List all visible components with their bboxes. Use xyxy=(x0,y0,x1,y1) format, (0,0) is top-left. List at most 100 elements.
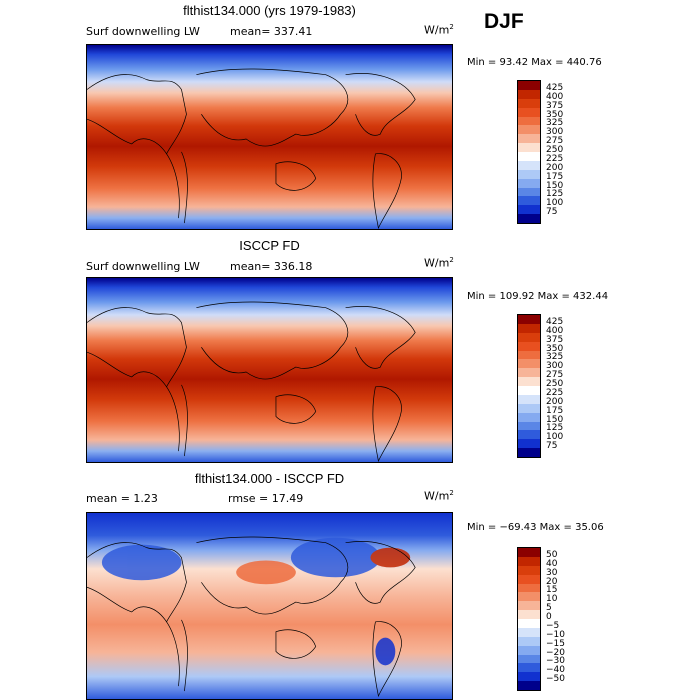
panel2-colorbar-tick-label: 375 xyxy=(546,334,564,345)
panel3-colorbar-tick-label: 15 xyxy=(546,585,558,596)
panel2-colorbar-swatch xyxy=(518,421,540,431)
panel3-colorbar-tick-label: 50 xyxy=(546,549,558,560)
panel1-colorbar-tick-label: 325 xyxy=(546,118,564,129)
panel1-colorbar-swatch xyxy=(518,187,540,197)
panel2-colorbar-tick-label: 225 xyxy=(546,387,564,398)
panel3-colorbar-tick-label: 5 xyxy=(546,603,552,614)
panel3-colorbar-swatch xyxy=(518,627,540,637)
panel1-colorbar-swatch xyxy=(518,125,540,135)
panel2-map xyxy=(86,277,453,463)
panel1-colorbar-swatch xyxy=(518,169,540,179)
panel3-colorbar-swatch xyxy=(518,574,540,584)
panel1-colorbar-swatch xyxy=(518,214,540,223)
panel1-colorbar-swatch xyxy=(518,116,540,126)
panel2-variable-label: Surf downwelling LW xyxy=(86,260,200,273)
panel1-colorbar-tick-label: 150 xyxy=(546,180,564,191)
panel1-map-svg xyxy=(87,45,452,229)
panel3-colorbar-tick-label: −50 xyxy=(546,674,565,685)
panel1-colorbar-tick-label: 200 xyxy=(546,162,564,173)
panel2-colorbar-tick-label: 425 xyxy=(546,316,564,327)
panel1-colorbar-swatch xyxy=(518,107,540,117)
panel1-colorbar-tick-label: 75 xyxy=(546,207,558,218)
panel1-colorbar-swatch xyxy=(518,134,540,144)
season-label: DJF xyxy=(484,10,524,33)
panel3-colorbar-tick-label: −40 xyxy=(546,665,565,676)
panel1-colorbar-swatch xyxy=(518,81,540,90)
panel2-colorbar-tick-label: 200 xyxy=(546,396,564,407)
panel3-colorbar-tick-label: 20 xyxy=(546,576,558,587)
panel2-colorbar-swatch xyxy=(518,403,540,413)
panel1-colorbar xyxy=(517,80,541,224)
panel2-minmax: Min = 109.92 Max = 432.44 xyxy=(467,291,609,302)
panel1-colorbar-swatch xyxy=(518,98,540,108)
panel1-colorbar-swatch xyxy=(518,143,540,152)
panel3-colorbar-swatch xyxy=(518,654,540,664)
panel3-title: flthist134.000 - ISCCP FD xyxy=(194,471,345,486)
panel2-colorbar-swatch xyxy=(518,368,540,378)
panel3-units: W/m2 xyxy=(424,489,454,503)
panel3-colorbar-swatch xyxy=(518,583,540,593)
panel2-colorbar-swatch xyxy=(518,377,540,386)
panel1-colorbar-swatch xyxy=(518,205,540,215)
panel1-colorbar-tick-label: 100 xyxy=(546,198,564,209)
panel3-colorbar-swatch xyxy=(518,592,540,602)
panel2-colorbar-tick-label: 175 xyxy=(546,405,564,416)
panel2-units: W/m2 xyxy=(424,256,454,270)
panel1-colorbar-tick-label: 275 xyxy=(546,136,564,147)
panel3-colorbar-swatch xyxy=(518,636,540,646)
panel2-colorbar-tick-label: 300 xyxy=(546,361,564,372)
panel2-colorbar xyxy=(517,314,541,458)
panel3-colorbar-swatch xyxy=(518,548,540,557)
panel3-colorbar-tick-label: 40 xyxy=(546,558,558,569)
panel3-colorbar-swatch xyxy=(518,681,540,690)
panel1-colorbar-tick-label: 125 xyxy=(546,189,564,200)
panel2-map-svg xyxy=(87,278,452,462)
panel3-colorbar-swatch xyxy=(518,610,540,619)
panel2-mean-label: mean= 336.18 xyxy=(230,260,313,273)
panel2-colorbar-tick-label: 75 xyxy=(546,441,558,452)
panel3-rmse-label: rmse = 17.49 xyxy=(228,492,304,505)
panel3-colorbar-swatch xyxy=(518,601,540,611)
panel3-colorbar-tick-label: −10 xyxy=(546,629,565,640)
panel2-colorbar-swatch xyxy=(518,323,540,333)
panel3-mean-label: mean = 1.23 xyxy=(86,492,158,505)
panel2-colorbar-swatch xyxy=(518,386,540,395)
panel2-colorbar-swatch xyxy=(518,439,540,449)
panel1-colorbar-swatch xyxy=(518,196,540,206)
panel1-colorbar-swatch xyxy=(518,89,540,99)
panel1-minmax: Min = 93.42 Max = 440.76 xyxy=(467,57,602,68)
panel3-map-svg xyxy=(87,513,452,699)
panel1-colorbar-swatch xyxy=(518,178,540,188)
panel3-colorbar-swatch xyxy=(518,619,540,628)
panel1-colorbar-tick-label: 400 xyxy=(546,91,564,102)
panel1-colorbar-tick-label: 350 xyxy=(546,109,564,120)
panel3-colorbar-tick-label: 30 xyxy=(546,567,558,578)
panel3-colorbar-swatch xyxy=(518,556,540,566)
panel2-colorbar-swatch xyxy=(518,341,540,351)
panel2-colorbar-swatch xyxy=(518,332,540,342)
panel1-colorbar-swatch xyxy=(518,160,540,170)
panel3-colorbar-swatch xyxy=(518,565,540,575)
panel1-colorbar-tick-label: 375 xyxy=(546,100,564,111)
panel1-colorbar-swatch xyxy=(518,152,540,161)
panel1-units: W/m2 xyxy=(424,23,454,37)
panel2-colorbar-swatch xyxy=(518,359,540,369)
panel2-colorbar-tick-label: 350 xyxy=(546,343,564,354)
panel2-colorbar-swatch xyxy=(518,430,540,440)
panel2-colorbar-swatch xyxy=(518,448,540,457)
panel3-colorbar-swatch xyxy=(518,645,540,655)
panel2-colorbar-swatch xyxy=(518,315,540,324)
panel3-colorbar-tick-label: −30 xyxy=(546,656,565,667)
panel3-colorbar-tick-label: −5 xyxy=(546,620,560,631)
panel2-colorbar-tick-label: 100 xyxy=(546,432,564,443)
panel3-colorbar-swatch xyxy=(518,663,540,673)
panel3-colorbar-swatch xyxy=(518,672,540,682)
panel2-colorbar-swatch xyxy=(518,412,540,422)
panel1-colorbar-tick-label: 175 xyxy=(546,171,564,182)
panel2-colorbar-swatch xyxy=(518,394,540,404)
panel2-colorbar-tick-label: 125 xyxy=(546,423,564,434)
panel1-colorbar-tick-label: 225 xyxy=(546,153,564,164)
panel1-mean-label: mean= 337.41 xyxy=(230,25,313,38)
panel3-colorbar-tick-label: −20 xyxy=(546,647,565,658)
panel2-colorbar-tick-label: 275 xyxy=(546,370,564,381)
